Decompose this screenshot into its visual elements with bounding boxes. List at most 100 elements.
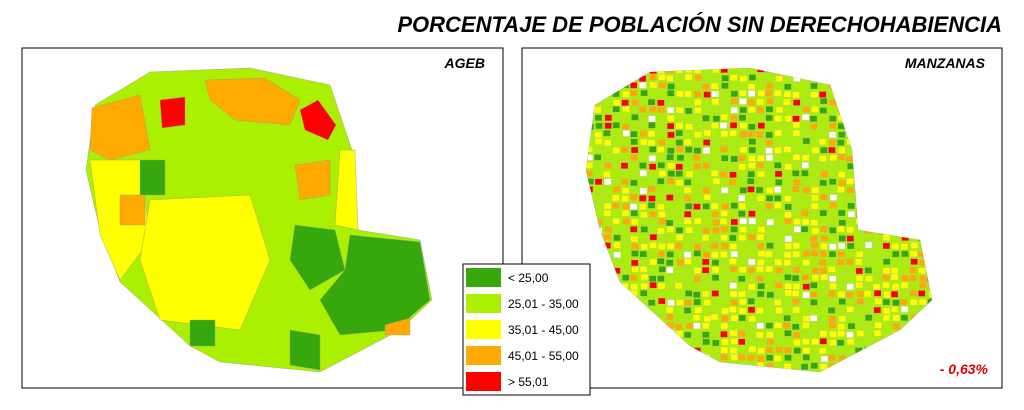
map-block xyxy=(837,291,845,298)
map-block xyxy=(837,242,846,250)
map-block xyxy=(683,195,692,202)
map-block xyxy=(730,195,739,203)
map-block xyxy=(882,282,890,289)
map-block xyxy=(775,226,784,233)
map-block xyxy=(703,74,711,82)
map-block xyxy=(630,90,638,97)
map-block xyxy=(621,250,629,258)
map-block xyxy=(810,291,818,298)
map-block xyxy=(811,147,820,154)
map-block xyxy=(765,139,773,147)
map-block xyxy=(748,242,756,249)
map-block xyxy=(622,91,630,98)
map-block xyxy=(810,91,818,98)
map-block xyxy=(738,194,746,202)
map-block xyxy=(820,194,828,201)
map-block xyxy=(684,267,692,274)
map-block xyxy=(702,227,710,234)
map-block xyxy=(847,171,855,178)
map-block xyxy=(639,82,647,89)
map-block xyxy=(810,250,819,257)
map-block xyxy=(757,75,766,82)
map-block xyxy=(784,274,792,281)
map-block xyxy=(649,227,657,234)
map-block xyxy=(773,99,782,106)
map-block xyxy=(730,114,738,122)
legend-label: < 25,00 xyxy=(508,271,549,285)
map-block xyxy=(648,122,656,129)
map-block xyxy=(640,243,648,251)
map-block xyxy=(612,226,621,234)
map-block xyxy=(802,315,811,322)
map-block xyxy=(901,259,909,266)
map-block xyxy=(845,219,854,226)
map-block xyxy=(667,90,675,97)
map-block xyxy=(774,219,782,226)
map-block xyxy=(865,298,873,306)
map-block xyxy=(838,235,846,242)
map-block xyxy=(765,163,773,170)
map-block xyxy=(603,99,611,106)
map-block xyxy=(757,122,765,129)
map-block xyxy=(739,346,747,353)
map-block xyxy=(846,331,854,338)
map-block xyxy=(766,123,774,130)
map-block xyxy=(675,163,683,171)
map-block xyxy=(757,195,765,202)
map-block xyxy=(802,338,810,345)
map-block xyxy=(747,83,756,91)
map-block xyxy=(811,105,819,113)
map-block xyxy=(648,115,656,122)
map-block xyxy=(712,139,720,146)
map-block xyxy=(721,266,729,274)
map-block xyxy=(739,90,747,97)
map-block xyxy=(864,250,872,257)
map-block xyxy=(792,306,800,314)
map-block xyxy=(648,195,656,202)
map-block xyxy=(810,161,819,169)
map-block xyxy=(811,274,819,281)
map-block xyxy=(802,106,810,113)
map-block xyxy=(675,306,683,313)
map-block xyxy=(693,203,701,210)
map-block xyxy=(802,234,811,241)
map-block xyxy=(820,298,828,305)
map-block xyxy=(783,91,792,98)
map-block xyxy=(774,315,782,322)
map-block xyxy=(909,250,918,257)
map-block xyxy=(694,107,702,114)
map-block xyxy=(675,218,683,225)
map-block xyxy=(665,259,674,266)
map-block xyxy=(811,306,819,313)
map-block xyxy=(755,210,764,218)
map-block xyxy=(873,330,882,337)
map-block xyxy=(748,123,756,131)
map-block xyxy=(757,147,765,154)
map-block xyxy=(791,274,800,282)
map-region xyxy=(334,149,359,231)
map-block xyxy=(738,68,747,74)
map-block xyxy=(802,283,810,290)
map-block xyxy=(756,179,765,186)
map-block xyxy=(793,147,801,154)
map-block xyxy=(774,259,782,266)
map-block xyxy=(837,225,845,233)
map-block xyxy=(846,235,855,242)
map-block xyxy=(729,234,737,242)
map-block xyxy=(711,187,719,194)
map-block xyxy=(810,258,818,265)
map-block xyxy=(882,267,891,274)
map-block xyxy=(784,330,792,337)
map-block xyxy=(739,106,747,114)
map-block xyxy=(630,171,638,178)
map-block xyxy=(640,178,648,185)
map-block xyxy=(838,147,846,154)
map-block xyxy=(756,307,764,314)
map-block xyxy=(613,186,621,193)
map-block xyxy=(756,106,765,114)
map-block xyxy=(810,219,818,226)
map-block xyxy=(748,291,756,298)
map-block xyxy=(881,250,890,257)
map-block xyxy=(639,162,647,169)
